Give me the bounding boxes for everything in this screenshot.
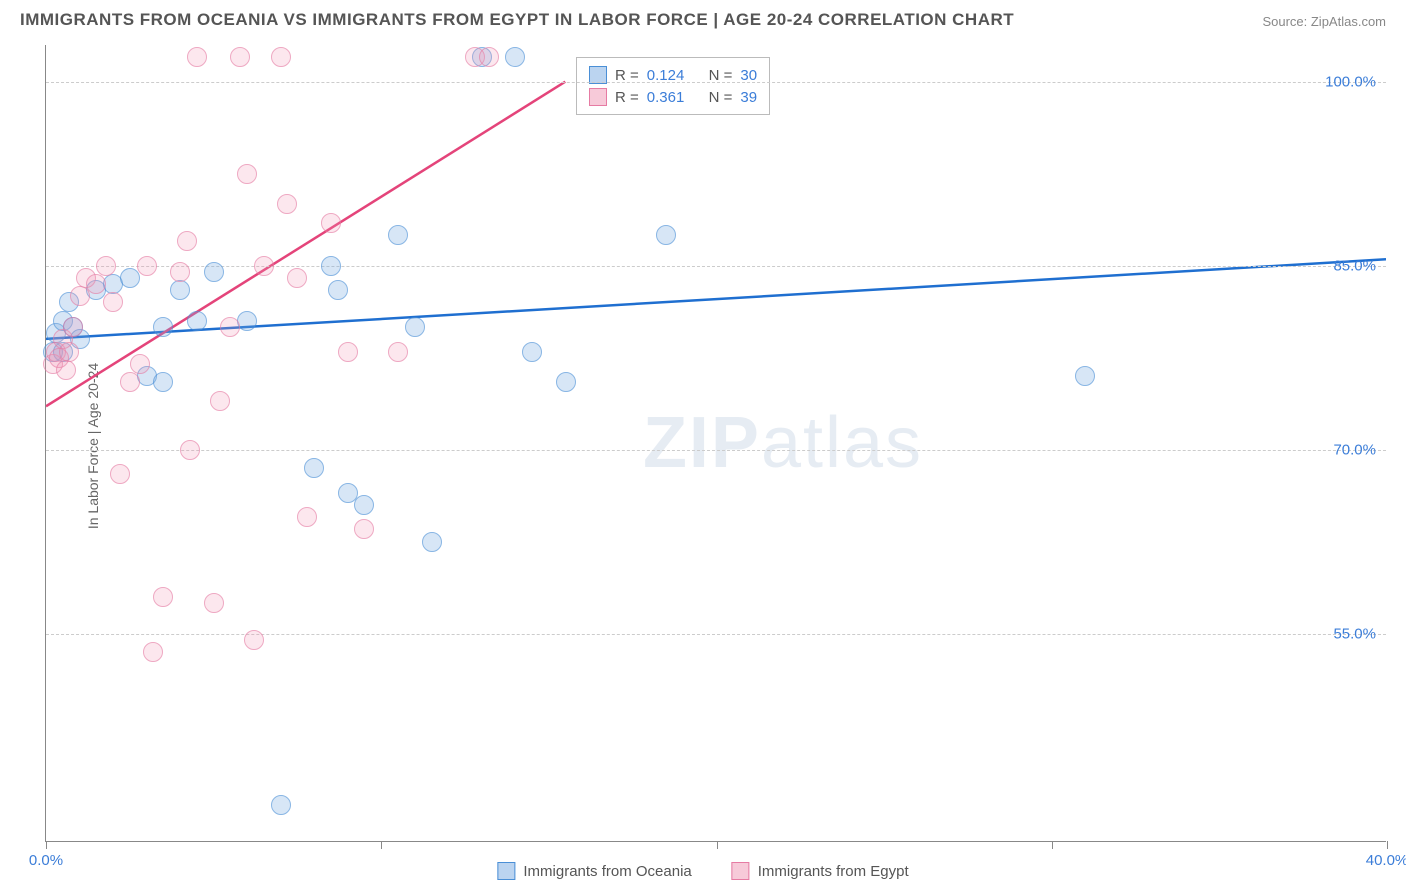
y-tick-label: 85.0%: [1333, 257, 1376, 274]
data-point: [187, 47, 207, 67]
data-point: [56, 360, 76, 380]
legend-item: Immigrants from Oceania: [497, 862, 691, 880]
data-point: [110, 464, 130, 484]
stat-r-value: 0.361: [647, 89, 685, 106]
data-point: [271, 795, 291, 815]
data-point: [187, 311, 207, 331]
y-tick-label: 100.0%: [1325, 73, 1376, 90]
data-point: [304, 458, 324, 478]
legend-swatch: [589, 88, 607, 106]
chart-title: IMMIGRANTS FROM OCEANIA VS IMMIGRANTS FR…: [20, 10, 1014, 30]
y-tick-label: 55.0%: [1333, 625, 1376, 642]
data-point: [70, 286, 90, 306]
data-point: [103, 292, 123, 312]
data-point: [59, 342, 79, 362]
data-point: [405, 317, 425, 337]
data-point: [220, 317, 240, 337]
data-point: [153, 372, 173, 392]
data-point: [120, 372, 140, 392]
gridline: [46, 450, 1386, 451]
data-point: [143, 642, 163, 662]
data-point: [170, 280, 190, 300]
data-point: [137, 256, 157, 276]
stats-box: R =0.124 N =30R =0.361 N =39: [576, 57, 770, 115]
data-point: [388, 225, 408, 245]
data-point: [277, 194, 297, 214]
data-point: [556, 372, 576, 392]
data-point: [244, 630, 264, 650]
data-point: [321, 213, 341, 233]
trend-line: [46, 82, 565, 407]
data-point: [204, 262, 224, 282]
source-label: Source: ZipAtlas.com: [1262, 14, 1386, 29]
legend-label: Immigrants from Egypt: [758, 863, 909, 880]
y-tick-label: 70.0%: [1333, 441, 1376, 458]
legend-label: Immigrants from Oceania: [523, 863, 691, 880]
data-point: [388, 342, 408, 362]
legend: Immigrants from Oceania Immigrants from E…: [497, 862, 908, 880]
data-point: [120, 268, 140, 288]
x-tick-label: 40.0%: [1366, 852, 1406, 869]
gridline: [46, 266, 1386, 267]
data-point: [96, 256, 116, 276]
data-point: [180, 440, 200, 460]
data-point: [63, 317, 83, 337]
data-point: [354, 495, 374, 515]
gridline: [46, 82, 1386, 83]
data-point: [321, 256, 341, 276]
data-point: [522, 342, 542, 362]
x-tick: [1052, 841, 1053, 849]
legend-swatch: [732, 862, 750, 880]
data-point: [338, 342, 358, 362]
data-point: [1075, 366, 1095, 386]
data-point: [153, 317, 173, 337]
data-point: [422, 532, 442, 552]
data-point: [505, 47, 525, 67]
stat-n-value: 39: [740, 89, 757, 106]
stat-n-label: N =: [709, 89, 733, 106]
data-point: [328, 280, 348, 300]
data-point: [297, 507, 317, 527]
data-point: [130, 354, 150, 374]
x-tick-label: 0.0%: [29, 852, 63, 869]
watermark: ZIPatlas: [643, 402, 923, 484]
x-tick: [381, 841, 382, 849]
data-point: [177, 231, 197, 251]
stat-r-label: R =: [615, 89, 639, 106]
chart-container: IMMIGRANTS FROM OCEANIA VS IMMIGRANTS FR…: [0, 0, 1406, 892]
data-point: [287, 268, 307, 288]
data-point: [210, 391, 230, 411]
data-point: [354, 519, 374, 539]
x-tick: [46, 841, 47, 849]
legend-item: Immigrants from Egypt: [732, 862, 909, 880]
legend-swatch: [497, 862, 515, 880]
x-tick: [717, 841, 718, 849]
data-point: [479, 47, 499, 67]
data-point: [153, 587, 173, 607]
data-point: [237, 164, 257, 184]
data-point: [204, 593, 224, 613]
data-point: [170, 262, 190, 282]
stats-row: R = 0.361 N = 39: [589, 86, 757, 108]
data-point: [656, 225, 676, 245]
plot-area: ZIPatlas R =0.124 N =30R =0.361 N =39 55…: [45, 45, 1386, 842]
data-point: [254, 256, 274, 276]
data-point: [230, 47, 250, 67]
data-point: [86, 274, 106, 294]
x-tick: [1387, 841, 1388, 849]
data-point: [271, 47, 291, 67]
